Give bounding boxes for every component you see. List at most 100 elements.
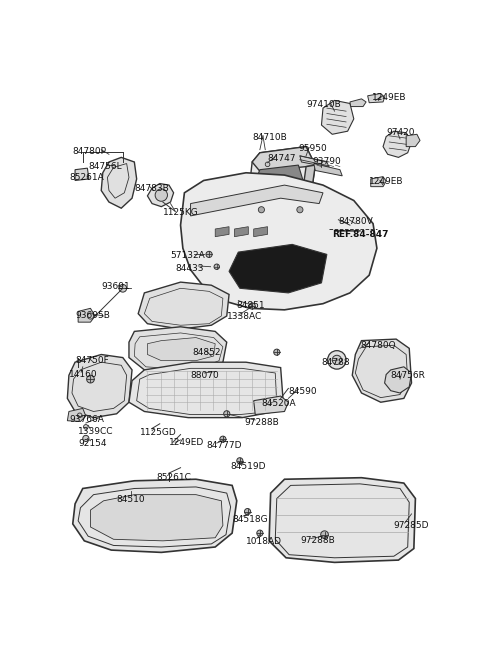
- Text: 93790: 93790: [312, 156, 341, 166]
- Circle shape: [119, 284, 127, 292]
- Circle shape: [84, 424, 88, 429]
- Text: 84777D: 84777D: [206, 441, 241, 450]
- Text: 57132A: 57132A: [170, 252, 205, 260]
- Circle shape: [214, 264, 219, 269]
- Text: 84783B: 84783B: [134, 183, 169, 193]
- Polygon shape: [180, 173, 377, 310]
- Circle shape: [265, 162, 270, 167]
- Polygon shape: [258, 205, 265, 214]
- Polygon shape: [254, 227, 267, 237]
- Circle shape: [224, 411, 230, 417]
- Text: 84756L: 84756L: [88, 162, 122, 171]
- Text: 84851: 84851: [237, 301, 265, 309]
- Polygon shape: [67, 355, 132, 418]
- Text: 93695B: 93695B: [75, 311, 110, 321]
- Text: 85261A: 85261A: [69, 173, 104, 182]
- Text: 97285D: 97285D: [394, 521, 429, 530]
- Polygon shape: [234, 227, 248, 237]
- Polygon shape: [147, 338, 215, 361]
- Circle shape: [328, 351, 346, 369]
- Polygon shape: [78, 308, 95, 322]
- Text: 93766A: 93766A: [69, 415, 104, 424]
- Text: 1125GD: 1125GD: [140, 428, 177, 438]
- Polygon shape: [147, 183, 174, 207]
- Polygon shape: [248, 147, 315, 221]
- Polygon shape: [90, 495, 223, 541]
- Circle shape: [274, 349, 280, 355]
- Text: 84520A: 84520A: [262, 399, 296, 408]
- Polygon shape: [300, 156, 329, 168]
- Text: 88070: 88070: [191, 371, 219, 380]
- Circle shape: [206, 252, 212, 258]
- Text: 84519D: 84519D: [230, 463, 266, 471]
- Polygon shape: [254, 165, 304, 202]
- Text: 84780Q: 84780Q: [360, 340, 396, 350]
- Text: 84756R: 84756R: [391, 371, 426, 380]
- Polygon shape: [290, 205, 298, 214]
- Circle shape: [220, 436, 226, 442]
- Circle shape: [83, 436, 89, 442]
- Text: 1249ED: 1249ED: [169, 438, 204, 447]
- Text: 1018AD: 1018AD: [246, 537, 282, 546]
- Polygon shape: [371, 177, 386, 187]
- Polygon shape: [129, 327, 227, 373]
- Polygon shape: [368, 93, 384, 102]
- Text: 1125KG: 1125KG: [163, 208, 199, 217]
- Polygon shape: [129, 362, 283, 418]
- Text: 84510: 84510: [117, 495, 145, 504]
- Polygon shape: [67, 409, 86, 422]
- Polygon shape: [101, 158, 137, 208]
- Text: 84780V: 84780V: [338, 217, 373, 227]
- Text: 93691: 93691: [101, 282, 130, 291]
- Circle shape: [77, 413, 82, 418]
- Polygon shape: [73, 479, 237, 553]
- Polygon shape: [384, 367, 411, 393]
- Circle shape: [249, 303, 255, 309]
- Text: 97288B: 97288B: [244, 418, 279, 426]
- Text: 84710B: 84710B: [252, 133, 287, 142]
- Text: 85261C: 85261C: [156, 473, 192, 482]
- Circle shape: [257, 530, 263, 536]
- Text: 97288B: 97288B: [300, 536, 335, 545]
- Text: 84780P: 84780P: [72, 147, 106, 156]
- Text: REF.84-847: REF.84-847: [332, 230, 389, 238]
- Text: 92154: 92154: [78, 439, 107, 448]
- Polygon shape: [268, 205, 276, 214]
- Circle shape: [86, 375, 94, 383]
- Polygon shape: [252, 147, 315, 171]
- Circle shape: [244, 509, 251, 514]
- Polygon shape: [279, 205, 287, 214]
- Polygon shape: [229, 244, 327, 293]
- Circle shape: [297, 207, 303, 213]
- Polygon shape: [215, 227, 229, 237]
- Polygon shape: [314, 164, 342, 176]
- Text: 84747: 84747: [267, 154, 296, 162]
- Text: 97410B: 97410B: [306, 101, 341, 110]
- Text: 84750F: 84750F: [75, 356, 109, 365]
- Text: 1339CC: 1339CC: [78, 427, 114, 436]
- Polygon shape: [406, 134, 420, 147]
- Polygon shape: [191, 185, 323, 216]
- Circle shape: [258, 207, 264, 213]
- Polygon shape: [352, 339, 411, 402]
- Text: 1338AC: 1338AC: [227, 312, 262, 321]
- Polygon shape: [138, 282, 229, 329]
- Circle shape: [155, 189, 168, 201]
- Text: 14160: 14160: [69, 370, 97, 379]
- Text: 84788: 84788: [322, 357, 350, 367]
- Text: 95950: 95950: [299, 145, 327, 153]
- Polygon shape: [300, 165, 315, 216]
- Text: 97420: 97420: [386, 128, 415, 137]
- Polygon shape: [350, 99, 366, 106]
- Text: 1249EB: 1249EB: [369, 177, 404, 187]
- Polygon shape: [322, 101, 354, 134]
- Circle shape: [87, 313, 94, 319]
- Text: 84518G: 84518G: [232, 514, 268, 524]
- Polygon shape: [383, 131, 411, 158]
- Polygon shape: [75, 168, 89, 181]
- Polygon shape: [269, 478, 415, 562]
- Text: 84590: 84590: [288, 387, 317, 396]
- Circle shape: [321, 531, 328, 539]
- Text: 84433: 84433: [175, 263, 204, 273]
- Text: 1249EB: 1249EB: [372, 93, 407, 102]
